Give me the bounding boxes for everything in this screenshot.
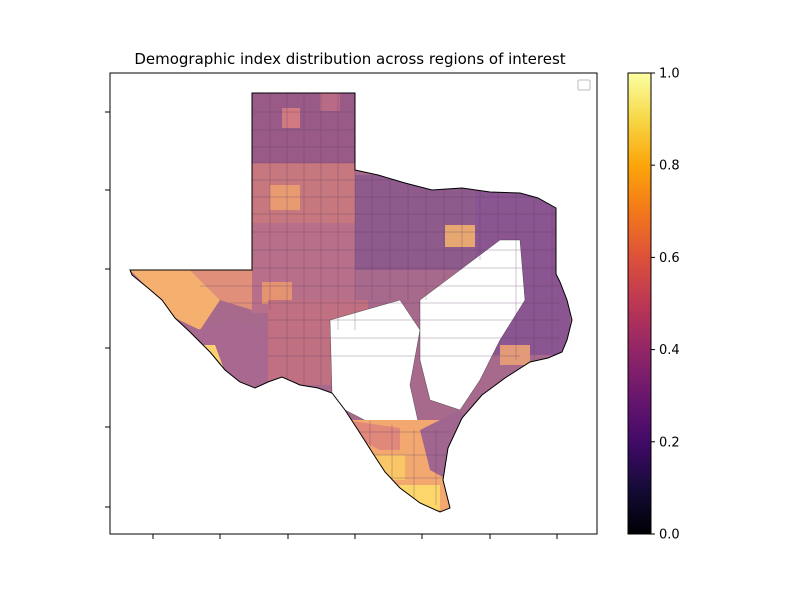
colorbar-tick-label: 0.4	[659, 343, 680, 358]
region-houston-area	[500, 345, 530, 365]
y-axis-ticks	[105, 111, 110, 508]
region-dfw-area	[445, 225, 475, 247]
colorbar	[627, 72, 652, 535]
region-panhandle-ne	[320, 93, 340, 111]
colorbar-ticks: 0.0 0.2 0.4 0.6 0.8 1.0	[651, 67, 680, 543]
colorbar-tick-label: 1.0	[659, 67, 680, 82]
region-trans-pecos	[190, 270, 252, 310]
colorbar-tick-label: 0.6	[659, 251, 680, 266]
x-axis-ticks	[152, 534, 558, 539]
region-lubbock-area	[270, 185, 300, 210]
region-far-west	[130, 270, 220, 330]
region-north-texas	[355, 175, 475, 270]
region-big-bend	[190, 320, 268, 385]
colorbar-tick-label: 0.8	[659, 159, 680, 174]
region-central-east-missing	[419, 239, 526, 411]
region-midland-odessa	[262, 282, 292, 304]
chart-title: Demographic index distribution across re…	[134, 50, 565, 68]
region-amarillo-area	[282, 108, 300, 128]
region-south-texas-north	[345, 420, 400, 450]
colorbar-tick-label: 0.2	[659, 435, 680, 450]
colorbar-tick-label: 0.0	[659, 528, 680, 543]
legend-box	[577, 79, 591, 91]
